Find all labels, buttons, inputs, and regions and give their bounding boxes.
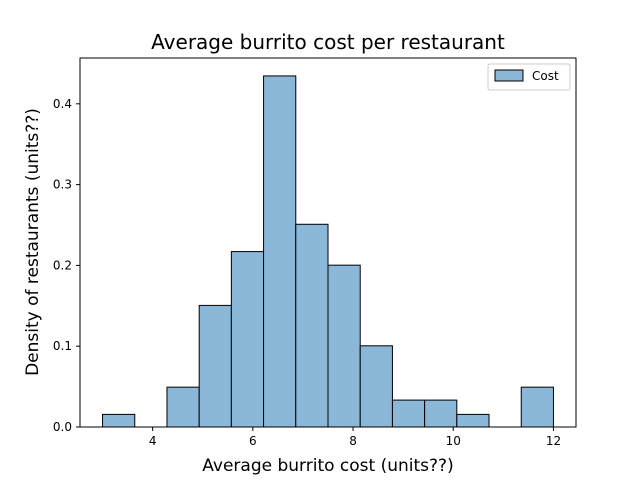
x-tick-label: 6 bbox=[249, 434, 257, 448]
y-tick-label: 0.0 bbox=[53, 420, 72, 434]
histogram-bar bbox=[456, 413, 490, 428]
histogram-bar bbox=[295, 223, 329, 428]
y-tick-label: 0.1 bbox=[53, 339, 72, 353]
y-tick-label: 0.3 bbox=[53, 178, 72, 192]
histogram-bar bbox=[327, 264, 361, 428]
x-axis-label: Average burrito cost (units??) bbox=[202, 456, 453, 476]
histogram-bar bbox=[391, 399, 426, 428]
histogram-bar bbox=[424, 399, 458, 428]
legend-swatch bbox=[494, 69, 524, 82]
y-tick-label: 0.4 bbox=[53, 97, 72, 111]
chart-title: Average burrito cost per restaurant bbox=[151, 30, 505, 54]
histogram-bar bbox=[166, 386, 200, 428]
histogram-bar bbox=[263, 75, 297, 428]
x-tick-label: 10 bbox=[446, 434, 461, 448]
histogram-bar bbox=[359, 345, 393, 428]
histogram-bar bbox=[198, 304, 232, 428]
histogram-bar bbox=[102, 413, 136, 428]
x-axis-ticks: 4 6 8 10 12 bbox=[149, 427, 561, 448]
x-tick-label: 8 bbox=[349, 434, 357, 448]
y-axis-ticks: 0.0 0.1 0.2 0.3 0.4 bbox=[53, 97, 80, 434]
histogram-bars bbox=[102, 75, 554, 428]
x-tick-label: 12 bbox=[546, 434, 561, 448]
y-axis-label: Density of restaurants (units??) bbox=[23, 108, 43, 376]
legend: Cost bbox=[487, 63, 571, 91]
plot-frame bbox=[79, 57, 577, 428]
histogram-bar bbox=[520, 386, 554, 428]
y-tick-label: 0.2 bbox=[53, 258, 72, 272]
x-tick-label: 4 bbox=[149, 434, 157, 448]
legend-label-cost: Cost bbox=[532, 69, 559, 83]
histogram-bar bbox=[230, 251, 265, 428]
